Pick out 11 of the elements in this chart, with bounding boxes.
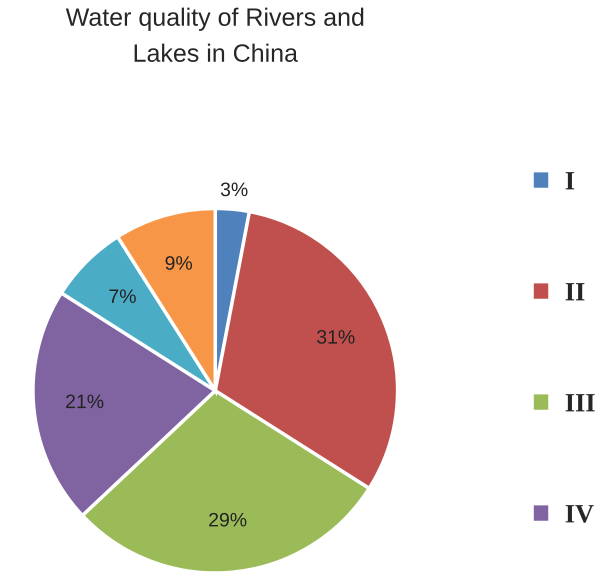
data-label: 21% bbox=[66, 394, 104, 408]
data-label: 31% bbox=[317, 330, 355, 344]
legend-label: I bbox=[566, 172, 574, 190]
data-label: 29% bbox=[209, 512, 246, 527]
legend-label: IV bbox=[566, 505, 594, 523]
chart-title: Water quality of Rivers and Lakes in China bbox=[66, 8, 364, 62]
legend-label: II bbox=[566, 283, 584, 300]
data-label: 7% bbox=[109, 289, 136, 304]
legend-label: III bbox=[566, 394, 595, 412]
data-label: 3% bbox=[220, 182, 248, 196]
data-label: 9% bbox=[166, 256, 192, 270]
